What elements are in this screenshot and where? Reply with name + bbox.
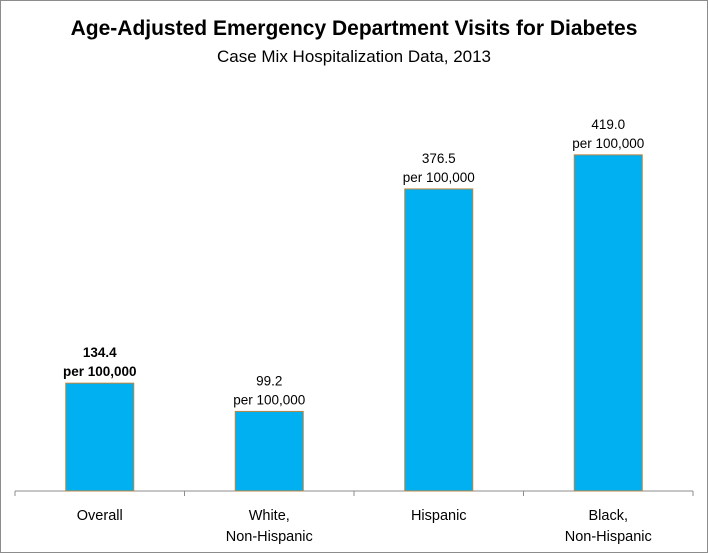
category-label-0-0: Overall — [77, 508, 123, 524]
bar-1 — [234, 410, 304, 492]
data-label-value-0: 134.4 — [83, 345, 117, 360]
data-label-unit-0: per 100,000 — [63, 364, 137, 379]
data-label-unit-1: per 100,000 — [233, 392, 305, 407]
data-labels-group: 134.4 per 100,000 99.2 per 100,000 376.5 per … — [63, 117, 644, 408]
bar-3 — [573, 154, 643, 492]
data-label-value-3: 419.0 — [591, 117, 625, 132]
category-label-1-1: Non-Hispanic — [226, 529, 313, 545]
data-label-unit-2: per 100,000 — [403, 170, 475, 185]
data-label-value-1: 99.2 — [256, 373, 282, 388]
chart-subtitle: Case Mix Hospitalization Data, 2013 — [217, 47, 491, 66]
category-labels-group: Overall White, Non-Hispanic Hispanic Black, N… — [77, 508, 652, 545]
bar-2 — [404, 188, 474, 492]
category-label-2-0: Hispanic — [411, 508, 467, 524]
chart-title: Age-Adjusted Emergency Department Visits… — [71, 17, 638, 40]
bar-0 — [65, 382, 135, 492]
category-label-1-0: White, — [249, 508, 290, 524]
bars-group — [14, 154, 694, 496]
data-label-value-2: 376.5 — [422, 151, 456, 166]
category-label-3-0: Black, — [589, 508, 629, 524]
category-label-3-1: Non-Hispanic — [565, 529, 652, 545]
data-label-unit-3: per 100,000 — [572, 136, 644, 151]
